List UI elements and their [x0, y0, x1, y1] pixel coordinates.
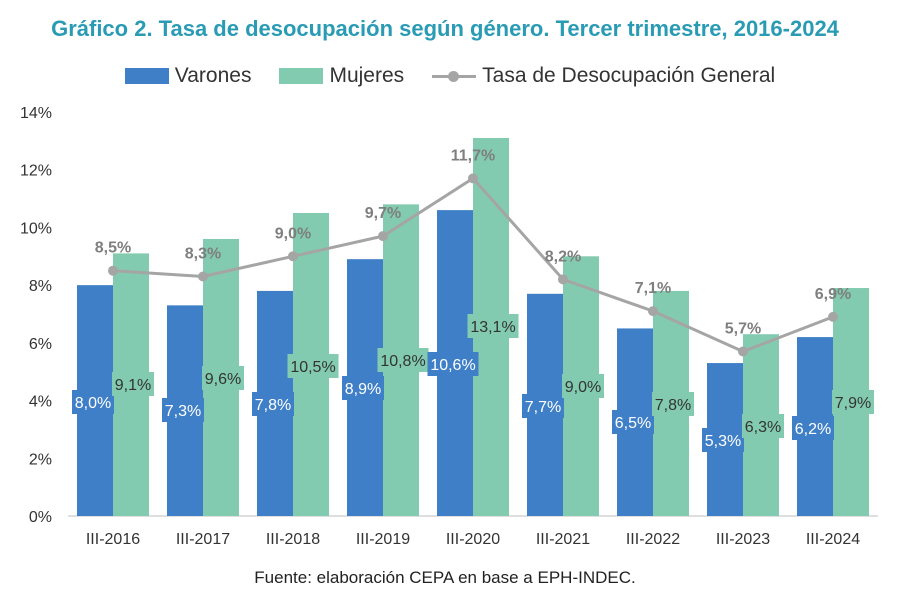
- data-label-tasa-general: 11,7%: [451, 147, 495, 164]
- data-label-varones: 7,8%: [255, 397, 291, 414]
- legend-swatch-mujeres: [279, 68, 324, 84]
- data-label-varones-bg: [792, 416, 834, 440]
- data-label-tasa-general: 9,0%: [275, 225, 311, 242]
- y-tick-label: 0%: [29, 509, 52, 526]
- x-tick-label: III-2024: [806, 531, 860, 548]
- data-label-varones-bg: [252, 392, 294, 416]
- data-label-varones: 5,3%: [705, 433, 741, 450]
- data-label-mujeres-bg: [562, 374, 604, 398]
- source-note: Fuente: elaboración CEPA en base a EPH-I…: [254, 568, 636, 587]
- data-label-mujeres-bg: [287, 354, 339, 378]
- y-tick-label: 6%: [29, 336, 52, 353]
- data-label-varones: 6,5%: [615, 415, 651, 432]
- legend-label-tasa-general: Tasa de Desocupación General: [482, 64, 776, 87]
- point-tasa-general: [558, 274, 568, 285]
- data-label-mujeres: 7,8%: [655, 397, 691, 414]
- data-label-mujeres-bg: [377, 348, 429, 372]
- y-tick-label: 2%: [29, 451, 52, 468]
- data-label-varones: 7,7%: [525, 399, 561, 416]
- point-tasa-general: [648, 306, 658, 317]
- x-tick-label: III-2020: [446, 531, 500, 548]
- point-tasa-general: [378, 231, 388, 242]
- point-tasa-general: [288, 251, 298, 262]
- legend-label-mujeres: Mujeres: [329, 64, 405, 87]
- y-tick-label: 10%: [20, 220, 52, 237]
- data-label-varones-bg: [342, 376, 384, 400]
- data-label-varones-bg: [162, 398, 204, 422]
- data-label-varones-bg: [702, 428, 744, 452]
- data-label-mujeres-bg: [832, 390, 874, 414]
- data-label-varones: 8,9%: [345, 381, 381, 398]
- data-label-mujeres: 10,5%: [290, 359, 335, 376]
- data-label-tasa-general: 8,3%: [185, 245, 221, 262]
- data-label-varones-bg: [522, 394, 564, 418]
- data-label-varones: 8,0%: [75, 395, 111, 412]
- data-label-mujeres-bg: [742, 414, 784, 438]
- legend-item-mujeres: Mujeres: [279, 64, 404, 88]
- y-tick-label: 14%: [20, 105, 52, 122]
- point-tasa-general: [468, 173, 478, 184]
- data-label-mujeres: 7,9%: [835, 395, 871, 412]
- data-label-mujeres: 9,0%: [565, 379, 601, 396]
- data-label-mujeres-bg: [112, 372, 154, 396]
- data-label-varones: 6,2%: [795, 421, 831, 438]
- chart-title: Gráfico 2. Tasa de desocupación según gé…: [51, 16, 839, 41]
- y-tick-label: 8%: [29, 278, 52, 295]
- point-tasa-general: [198, 271, 208, 282]
- legend-label-varones: Varones: [174, 64, 252, 87]
- data-label-mujeres-bg: [202, 366, 244, 390]
- legend-item-tasa-general: Tasa de Desocupación General: [432, 64, 775, 88]
- data-label-tasa-general: 9,7%: [365, 205, 401, 222]
- point-tasa-general: [738, 346, 748, 357]
- data-label-tasa-general: 8,2%: [545, 248, 581, 265]
- legend-swatch-varones: [124, 68, 169, 84]
- data-label-tasa-general: 5,7%: [725, 321, 761, 338]
- x-tick-label: III-2021: [536, 531, 590, 548]
- legend: Varones Mujeres Tasa de Desocupación Gen…: [0, 64, 900, 88]
- x-tick-label: III-2022: [626, 531, 680, 548]
- data-label-tasa-general: 6,9%: [815, 286, 851, 303]
- data-label-mujeres-bg: [467, 314, 519, 338]
- x-tick-label: III-2016: [86, 531, 140, 548]
- y-tick-label: 4%: [29, 394, 52, 411]
- x-tick-label: III-2017: [176, 531, 230, 548]
- y-tick-label: 12%: [20, 163, 52, 180]
- x-tick-label: III-2019: [356, 531, 410, 548]
- data-label-varones: 7,3%: [165, 403, 201, 420]
- data-label-mujeres: 6,3%: [745, 419, 781, 436]
- data-label-tasa-general: 7,1%: [635, 280, 671, 297]
- data-label-mujeres: 9,6%: [205, 371, 241, 388]
- legend-item-varones: Varones: [124, 64, 252, 88]
- legend-swatch-tasa-general: [432, 68, 477, 84]
- data-label-varones-bg: [612, 410, 654, 434]
- data-label-varones-bg: [72, 390, 114, 414]
- data-label-mujeres-bg: [652, 392, 694, 416]
- data-label-tasa-general: 8,5%: [95, 240, 131, 257]
- x-tick-label: III-2023: [716, 531, 770, 548]
- data-label-varones: 10,6%: [430, 357, 475, 374]
- data-label-mujeres: 9,1%: [115, 377, 151, 394]
- data-label-mujeres: 10,8%: [380, 353, 425, 370]
- data-label-mujeres: 13,1%: [470, 319, 515, 336]
- point-tasa-general: [828, 311, 838, 322]
- x-tick-label: III-2018: [266, 531, 320, 548]
- point-tasa-general: [108, 265, 118, 276]
- data-label-varones-bg: [427, 352, 479, 376]
